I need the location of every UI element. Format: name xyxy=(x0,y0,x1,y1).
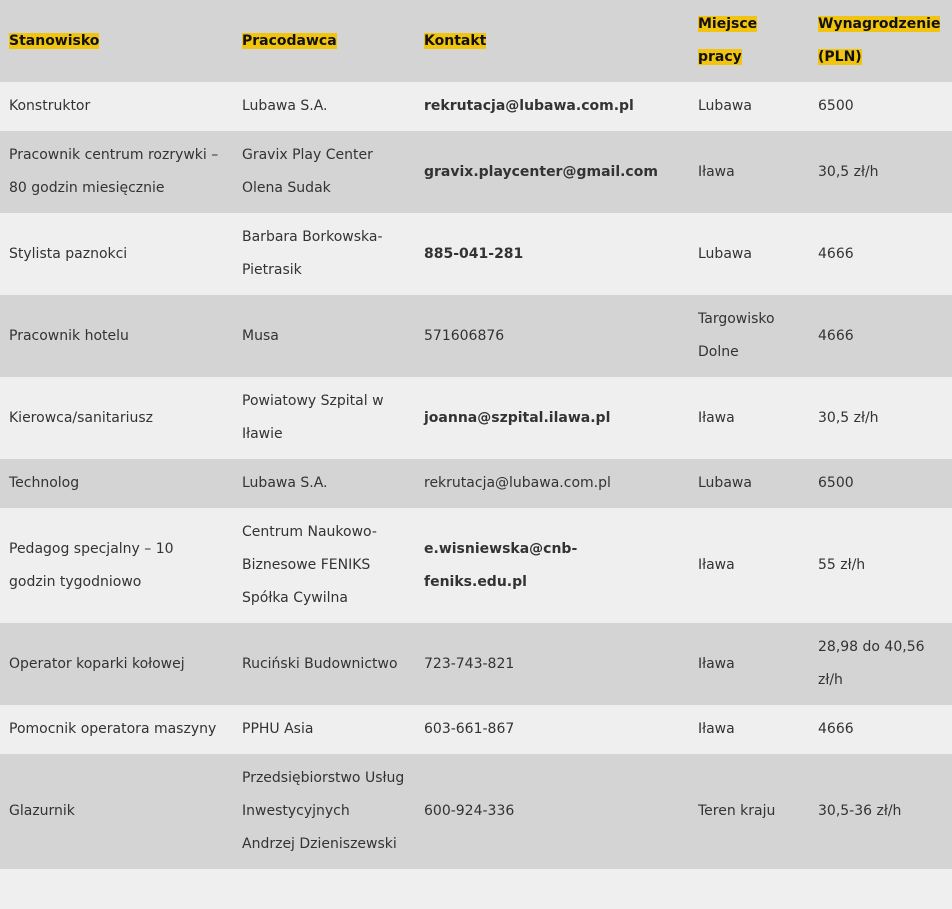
place-cell: Iława xyxy=(698,721,735,737)
salary-cell: 28,98 do 40,56 zł/h xyxy=(818,639,925,688)
table-row: Pedagog specjalny – 10 godzin tygodniowo… xyxy=(0,508,952,623)
position-cell: Pracownik centrum rozrywki – 80 godzin m… xyxy=(9,147,219,196)
place-cell: Lubawa xyxy=(698,245,752,262)
place-cell: Lubawa xyxy=(698,475,752,491)
employer-cell: Gravix Play Center Olena Sudak xyxy=(242,147,373,196)
place-cell: Iława xyxy=(698,557,735,573)
contact-cell: joanna@szpital.ilawa.pl xyxy=(424,409,611,426)
table-row: Kierowca/sanitariusz Powiatowy Szpital w … xyxy=(0,377,952,459)
place-cell: Iława xyxy=(698,163,735,180)
header-row: Stanowisko Pracodawca Kontakt Miejsce pr… xyxy=(0,0,952,82)
position-cell: Pracownik hotelu xyxy=(9,327,129,344)
salary-cell: 4666 xyxy=(818,245,854,262)
contact-cell: 885-041-281 xyxy=(424,245,524,262)
header-contact: Kontakt xyxy=(424,32,487,49)
table-row: Pracownik hotelu Musa 571606876 Targowisko … xyxy=(0,295,952,377)
position-cell: Glazurnik xyxy=(9,803,75,819)
contact-cell: 603-661-867 xyxy=(424,721,515,737)
position-cell: Kierowca/sanitariusz xyxy=(9,409,154,426)
employer-cell: Lubawa S.A. xyxy=(242,98,328,114)
contact-cell: rekrutacja@lubawa.com.pl xyxy=(424,475,611,491)
employer-cell: Powiatowy Szpital w Iławie xyxy=(242,393,384,442)
header-employer: Pracodawca xyxy=(242,32,337,49)
salary-cell: 4666 xyxy=(818,327,854,344)
table-row: Pracownik centrum rozrywki – 80 godzin m… xyxy=(0,131,952,213)
salary-cell: 6500 xyxy=(818,98,854,114)
salary-cell: 6500 xyxy=(818,475,854,491)
header-salary: Wynagrodzenie (PLN) xyxy=(818,16,941,65)
employer-cell: Musa xyxy=(242,327,279,344)
header-position: Stanowisko xyxy=(9,32,100,49)
table-row: Konstruktor Lubawa S.A. rekrutacja@lubawa.… xyxy=(0,82,952,131)
employer-cell: Lubawa S.A. xyxy=(242,475,328,491)
contact-cell: 600-924-336 xyxy=(424,803,515,819)
employer-cell: Barbara Borkowska-Pietrasik xyxy=(242,229,383,278)
place-cell: Iława xyxy=(698,655,735,672)
table-row: Operator koparki kołowej Ruciński Budowni… xyxy=(0,623,952,705)
employer-cell: PPHU Asia xyxy=(242,721,314,737)
contact-cell: 571606876 xyxy=(424,327,505,344)
position-cell: Technolog xyxy=(9,475,80,491)
position-cell: Operator koparki kołowej xyxy=(9,655,185,672)
employer-cell: Przedsiębiorstwo Usług Inwestycyjnych An… xyxy=(242,770,405,852)
table-row: Stylista paznokci Barbara Borkowska-Pietr… xyxy=(0,213,952,295)
header-place: Miejsce pracy xyxy=(698,16,758,65)
place-cell: Targowisko Dolne xyxy=(698,311,775,360)
position-cell: Konstruktor xyxy=(9,98,91,114)
table-row: Pomocnik operatora maszyny PPHU Asia 603-6… xyxy=(0,705,952,754)
contact-cell: 723-743-821 xyxy=(424,655,515,672)
place-cell: Teren kraju xyxy=(698,803,776,819)
salary-cell: 30,5 zł/h xyxy=(818,163,879,180)
place-cell: Lubawa xyxy=(698,98,752,114)
salary-cell: 30,5 zł/h xyxy=(818,409,879,426)
salary-cell: 30,5-36 zł/h xyxy=(818,803,902,819)
position-cell: Stylista paznokci xyxy=(9,245,128,262)
contact-cell: e.wisniewska@cnb-feniks.edu.pl xyxy=(424,540,578,590)
salary-cell: 4666 xyxy=(818,721,854,737)
place-cell: Iława xyxy=(698,409,735,426)
position-cell: Pedagog specjalny – 10 godzin tygodniowo xyxy=(9,540,174,590)
table-row: Technolog Lubawa S.A. rekrutacja@lubawa.co… xyxy=(0,459,952,508)
contact-cell: rekrutacja@lubawa.com.pl xyxy=(424,98,634,114)
job-offers-table: Stanowisko Pracodawca Kontakt Miejsce pr… xyxy=(0,0,952,869)
position-cell: Pomocnik operatora maszyny xyxy=(9,721,217,737)
employer-cell: Centrum Naukowo-Biznesowe FENIKS Spółka … xyxy=(242,524,377,606)
contact-cell: gravix.playcenter@gmail.com xyxy=(424,163,658,180)
salary-cell: 55 zł/h xyxy=(818,557,866,573)
table-row: Glazurnik Przedsiębiorstwo Usług Inwestyc… xyxy=(0,754,952,869)
employer-cell: Ruciński Budownictwo xyxy=(242,655,398,672)
